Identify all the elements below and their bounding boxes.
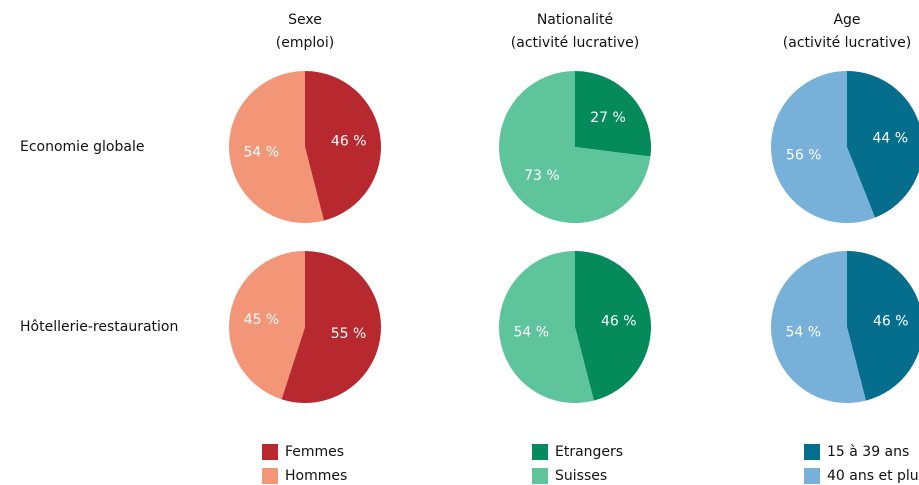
value-label: 44 %: [873, 131, 909, 147]
pie-slice: [305, 71, 381, 221]
legend-label: Femmes: [285, 444, 344, 460]
legend-swatch: [262, 444, 278, 460]
value-label: 54 %: [785, 325, 821, 341]
value-label: 27 %: [590, 110, 626, 126]
pie-slice: [771, 251, 866, 403]
value-label: 46 %: [331, 133, 367, 149]
row-label: Economie globale: [20, 139, 144, 155]
pie-slice: [499, 251, 594, 403]
legend-label: 15 à 39 ans: [827, 444, 909, 460]
pie-slice: [498, 71, 651, 223]
pie-slice: [228, 251, 305, 400]
chart-subtitle: (emploi): [276, 35, 334, 51]
legend-swatch: [262, 468, 278, 484]
chart-subtitle: (activité lucrative): [511, 35, 639, 51]
value-label: 55 %: [331, 326, 367, 342]
value-label: 45 %: [244, 312, 280, 328]
legend-label: Etrangers: [555, 444, 623, 460]
legend-swatch: [532, 444, 548, 460]
value-label: 56 %: [786, 147, 822, 163]
legend-swatch: [804, 468, 820, 484]
value-label: 46 %: [601, 313, 637, 329]
chart-title: Age: [833, 12, 860, 28]
legend-swatch: [804, 444, 820, 460]
chart-title: Sexe: [288, 12, 322, 28]
value-label: 73 %: [524, 168, 560, 184]
pie-slice: [575, 71, 651, 157]
pie-slice: [847, 251, 919, 401]
chart-subtitle: (activité lucrative): [783, 35, 911, 51]
chart-title: Nationalité: [537, 12, 613, 28]
legend-label: Suisses: [555, 468, 607, 484]
legend-swatch: [532, 468, 548, 484]
value-label: 54 %: [513, 325, 549, 341]
pie-slice: [228, 71, 324, 224]
pie-slice: [575, 251, 652, 401]
pie-slice: [770, 71, 875, 223]
row-label: Hôtellerie-restauration: [20, 319, 178, 335]
legend-label: 40 ans et plus: [827, 468, 919, 484]
pie-slice: [847, 71, 919, 218]
pie-slice: [281, 251, 381, 403]
legend-label: Hommes: [285, 468, 347, 484]
value-label: 46 %: [873, 313, 909, 329]
value-label: 54 %: [243, 145, 279, 161]
